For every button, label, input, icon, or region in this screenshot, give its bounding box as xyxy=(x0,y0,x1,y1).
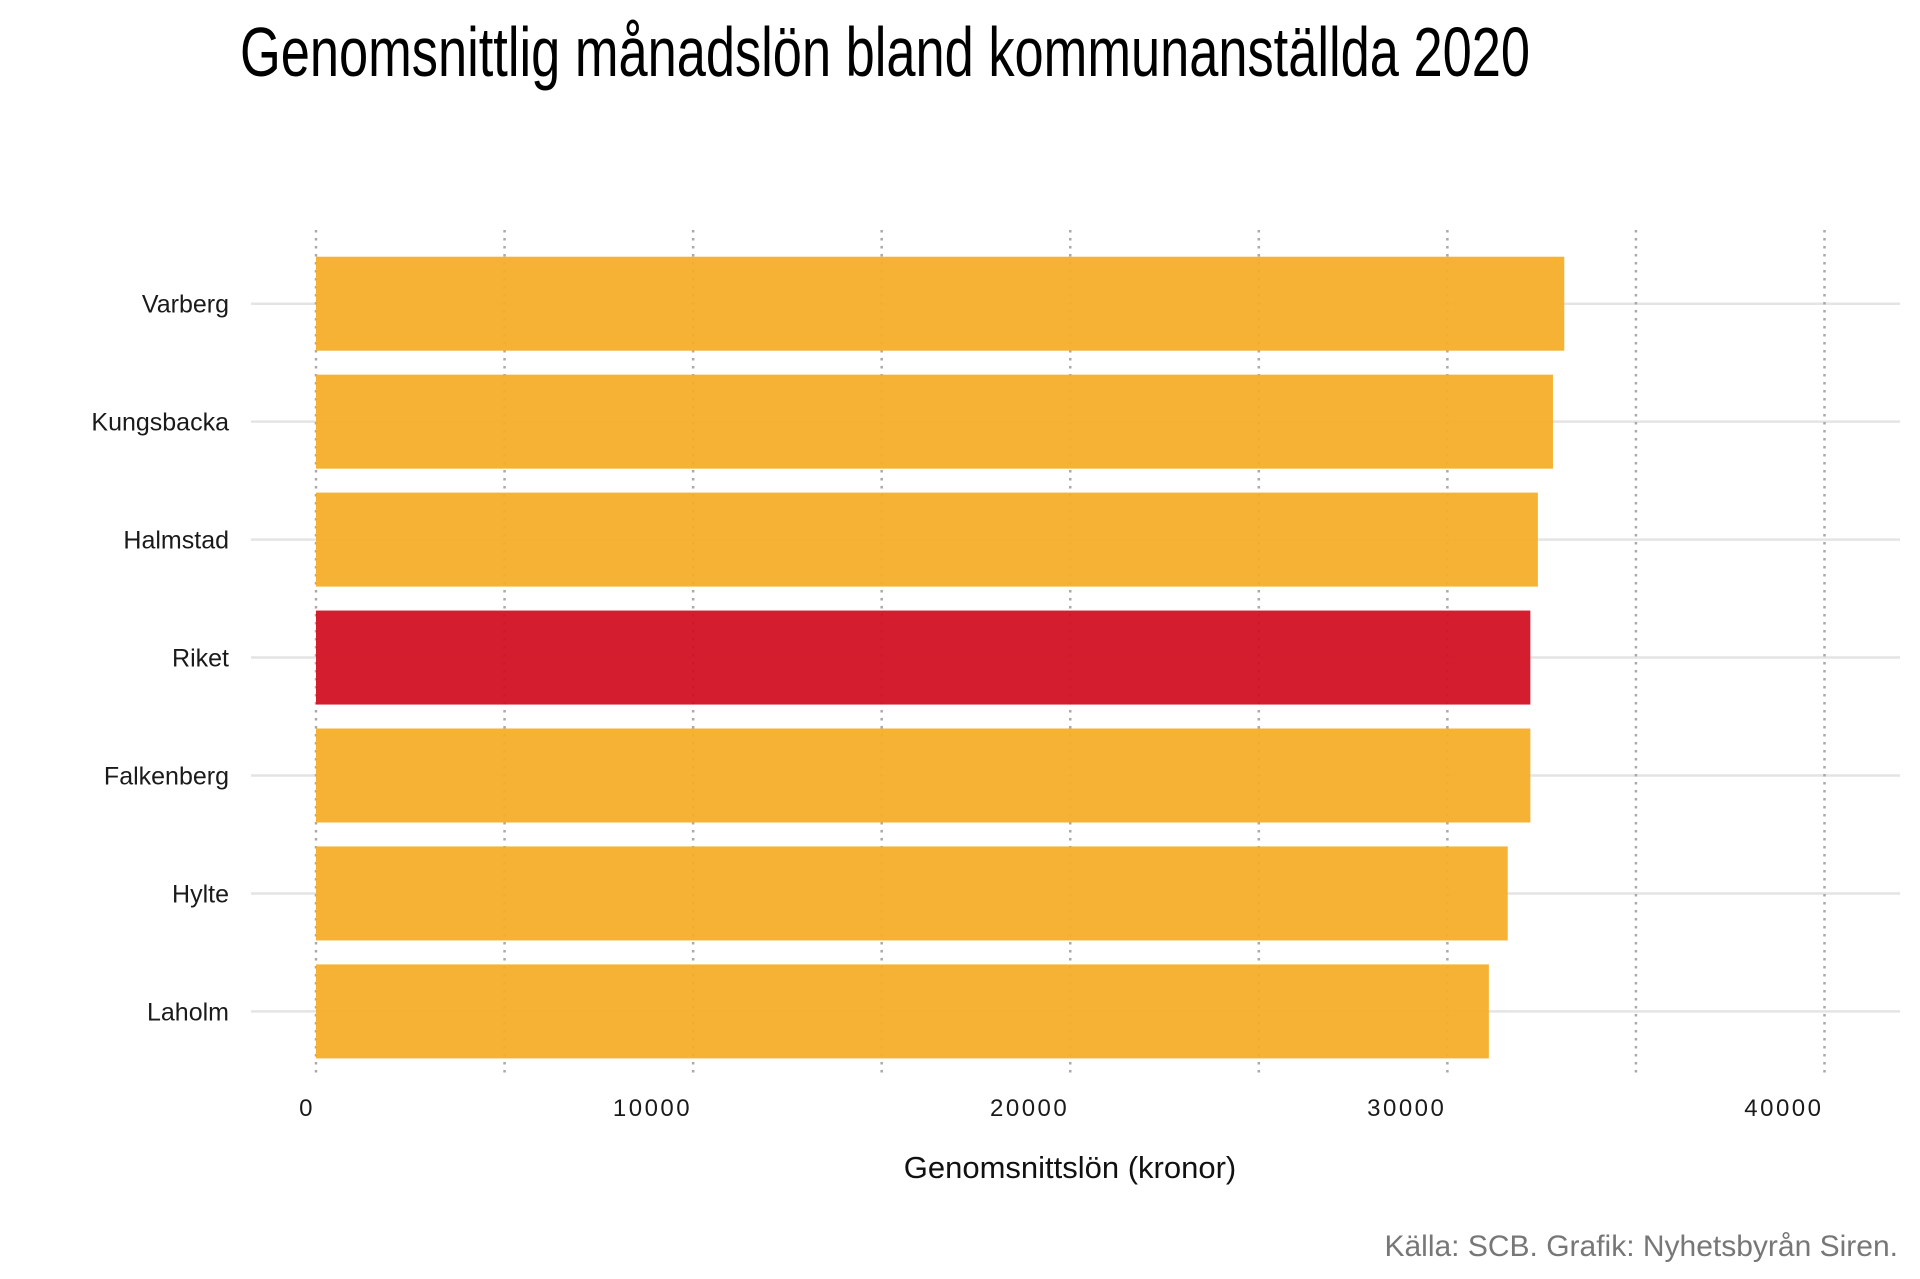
category-label: Riket xyxy=(172,645,229,673)
category-labels: Varberg Kungsbacka Halmstad Riket Falkenberg… xyxy=(91,291,229,1027)
x-tick-label: 20000 xyxy=(990,1095,1069,1122)
chart-title: Genomsnittlig månadslön bland kommunanst… xyxy=(240,13,1530,91)
bar-laholm xyxy=(316,964,1489,1059)
bars xyxy=(316,256,1565,1059)
x-tick-label: 10000 xyxy=(613,1095,692,1122)
bar-kungsbacka xyxy=(316,374,1553,469)
category-label: Halmstad xyxy=(123,527,229,555)
x-tick-label: 40000 xyxy=(1744,1095,1823,1122)
category-label: Laholm xyxy=(147,998,229,1026)
x-axis-title: Genomsnittslön (kronor) xyxy=(904,1150,1237,1185)
x-tick-label: 0 xyxy=(299,1095,315,1122)
x-tick-labels: 0 10000 20000 30000 40000 xyxy=(299,1095,1823,1122)
source-caption: Källa: SCB. Grafik: Nyhetsbyrån Siren. xyxy=(1384,1230,1898,1263)
bar-riket xyxy=(316,610,1531,705)
bar-varberg xyxy=(316,256,1565,351)
category-label: Hylte xyxy=(172,880,229,908)
bar-falkenberg xyxy=(316,728,1531,823)
category-label: Falkenberg xyxy=(104,763,229,791)
category-label: Varberg xyxy=(142,291,229,319)
category-label: Kungsbacka xyxy=(91,409,229,437)
bar-halmstad xyxy=(316,492,1538,587)
bar-hylte xyxy=(316,846,1508,941)
x-tick-label: 30000 xyxy=(1367,1095,1446,1122)
